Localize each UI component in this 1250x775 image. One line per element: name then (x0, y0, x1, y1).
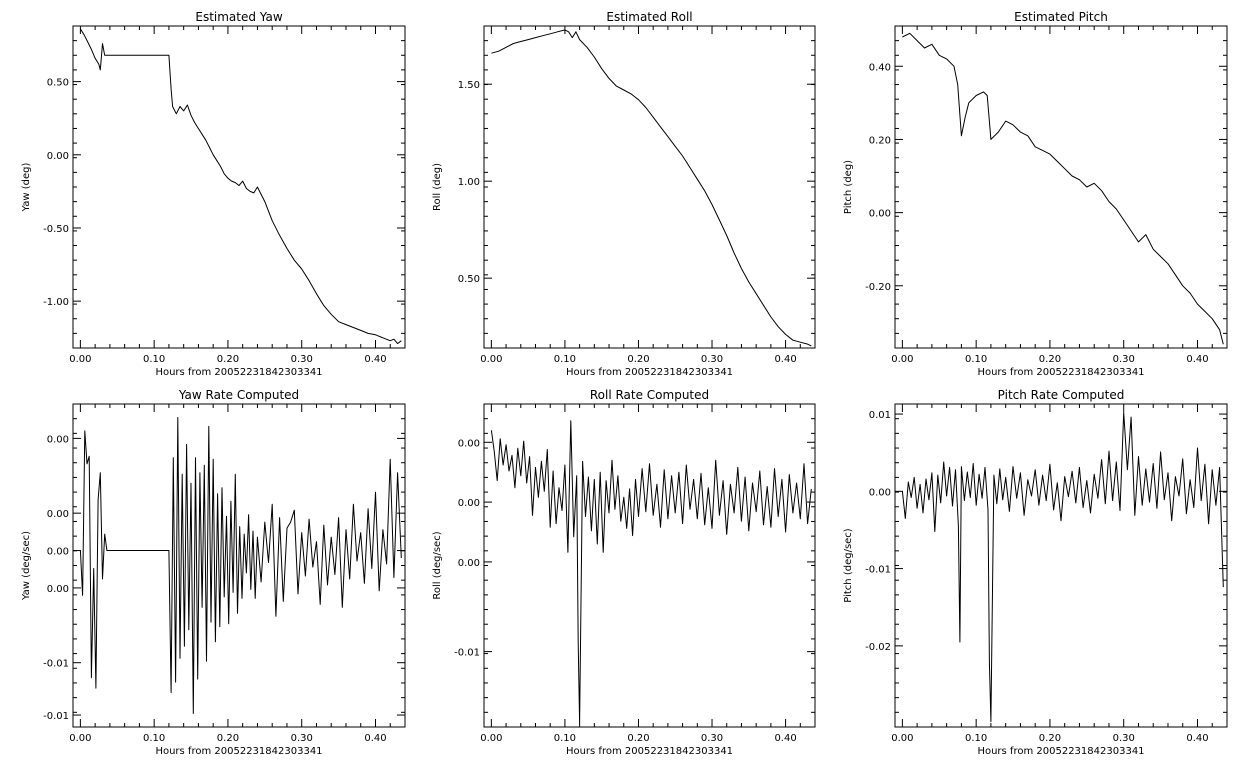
y-tick-label: -0.01 (43, 659, 69, 670)
x-tick-label: 0.10 (554, 354, 576, 365)
y-tick-label: 0.00 (458, 558, 480, 569)
y-tick-label: -0.01 (454, 648, 480, 659)
x-tick-label: 0.10 (143, 733, 165, 744)
series-line-yaw (79, 28, 402, 345)
series-line-roll-rate (490, 420, 812, 724)
panel-yaw-rate: Yaw Rate Computed 0.00 0.10 0.20 0.30 0.40 0.0… (21, 388, 406, 757)
y-tick-label: 0.01 (869, 410, 891, 421)
y-tick-label: 0.50 (458, 274, 480, 285)
x-tick-label: 0.40 (774, 354, 796, 365)
chart-title-yaw-rate: Yaw Rate Computed (178, 388, 299, 402)
y-axis-label-roll-rate: Roll (deg/sec) (432, 531, 443, 599)
x-tick-label: 0.30 (701, 733, 723, 744)
x-tick-label: 0.40 (1186, 354, 1208, 365)
x-tick-label: 0.00 (891, 733, 913, 744)
x-tick-label: 0.40 (774, 733, 796, 744)
y-tick-label: 0.00 (47, 584, 69, 595)
x-tick-label: 0.20 (1039, 733, 1061, 744)
chart-title-yaw: Estimated Yaw (195, 10, 282, 24)
x-tick-label: 0.00 (480, 354, 502, 365)
x-axis-label-pitch: Hours from 20052231842303341 (977, 367, 1144, 378)
x-tick-label: 0.30 (291, 354, 313, 365)
y-tick-label: 0.00 (47, 434, 69, 445)
panel-yaw: Estimated Yaw 0.00 0.10 0.20 0.30 0.40 0.50 0.0… (21, 10, 406, 378)
y-tick-label: 1.50 (458, 80, 480, 91)
y-tick-label: 0.00 (47, 547, 69, 558)
x-tick-label: 0.20 (217, 733, 239, 744)
y-tick-label: -0.01 (43, 711, 69, 722)
panel-roll: Estimated Roll 0.00 0.10 0.20 0.30 0.40 1.50 1.… (432, 10, 816, 378)
x-tick-label: 0.20 (627, 354, 649, 365)
x-tick-label: 0.40 (364, 354, 386, 365)
x-tick-label: 0.30 (701, 354, 723, 365)
x-tick-label: 0.20 (627, 733, 649, 744)
y-axis-label-yaw-rate: Yaw (deg/sec) (21, 531, 32, 601)
y-tick-label: 1.00 (458, 177, 480, 188)
x-tick-label: 0.10 (965, 354, 987, 365)
y-tick-label: -0.50 (43, 224, 69, 235)
panel-pitch: Estimated Pitch 0.00 0.10 0.20 0.30 0.40 0.40 0… (843, 10, 1228, 378)
y-axis-label-roll: Roll (deg) (432, 163, 443, 211)
y-tick-label: 0.00 (458, 498, 480, 509)
y-tick-label: -0.02 (865, 642, 891, 653)
x-tick-label: 0.30 (291, 733, 313, 744)
series-line-yaw-rate (79, 417, 402, 714)
x-tick-label: 0.00 (69, 354, 91, 365)
series-line-roll (491, 29, 812, 347)
x-axis-label-yaw-rate: Hours from 20052231842303341 (155, 746, 322, 757)
plot-frame-roll-rate (483, 403, 816, 728)
x-tick-label: 0.30 (1113, 354, 1135, 365)
y-tick-label: -0.20 (865, 282, 891, 293)
y-tick-label: 0.00 (869, 209, 891, 220)
y-tick-label: 0.00 (869, 487, 891, 498)
series-line-pitch (902, 32, 1224, 345)
x-tick-label: 0.20 (217, 354, 239, 365)
chart-title-pitch: Estimated Pitch (1014, 10, 1108, 24)
x-tick-label: 0.00 (480, 733, 502, 744)
x-axis-label-pitch-rate: Hours from 20052231842303341 (977, 746, 1144, 757)
x-tick-label: 0.10 (965, 733, 987, 744)
y-tick-label: 0.40 (869, 62, 891, 73)
x-tick-label: 0.40 (364, 733, 386, 744)
y-tick-label: 0.00 (47, 151, 69, 162)
x-tick-label: 0.20 (1039, 354, 1061, 365)
x-tick-label: 0.10 (143, 354, 165, 365)
y-tick-label: 0.50 (47, 78, 69, 89)
y-axis-label-yaw: Yaw (deg) (21, 162, 32, 212)
plot-frame-pitch (894, 25, 1228, 349)
x-tick-label: 0.00 (69, 733, 91, 744)
chart-panels: Estimated Yaw 0.00 0.10 0.20 0.30 0.40 0.50 0.0… (21, 10, 1228, 757)
panel-roll-rate: Roll Rate Computed 0.00 0.10 0.20 0.30 0.40 0.… (432, 388, 816, 757)
plot-frame-yaw (72, 25, 406, 349)
y-axis-label-pitch: Pitch (deg) (843, 160, 854, 214)
chart-title-pitch-rate: Pitch Rate Computed (998, 388, 1125, 402)
series-line-pitch-rate (901, 412, 1224, 723)
x-tick-label: 0.10 (554, 733, 576, 744)
plot-frame-roll (483, 25, 816, 349)
chart-title-roll: Estimated Roll (606, 10, 692, 24)
x-tick-label: 0.40 (1186, 733, 1208, 744)
y-tick-label: -0.01 (865, 565, 891, 576)
y-tick-label: 0.00 (458, 438, 480, 449)
x-axis-label-yaw: Hours from 20052231842303341 (155, 367, 322, 378)
y-tick-label: 0.20 (869, 135, 891, 146)
plot-frame-pitch-rate (894, 403, 1228, 728)
chart-title-roll-rate: Roll Rate Computed (590, 388, 709, 402)
y-tick-label: 0.00 (47, 509, 69, 520)
x-tick-label: 0.00 (891, 354, 913, 365)
x-axis-label-roll: Hours from 20052231842303341 (566, 367, 733, 378)
y-axis-label-pitch-rate: Pitch (deg/sec) (843, 528, 854, 603)
panel-pitch-rate: Pitch Rate Computed 0.00 0.10 0.20 0.30 0.40 0… (843, 388, 1228, 757)
x-axis-label-roll-rate: Hours from 20052231842303341 (566, 746, 733, 757)
y-tick-label: -1.00 (43, 297, 69, 308)
x-tick-label: 0.30 (1113, 733, 1135, 744)
